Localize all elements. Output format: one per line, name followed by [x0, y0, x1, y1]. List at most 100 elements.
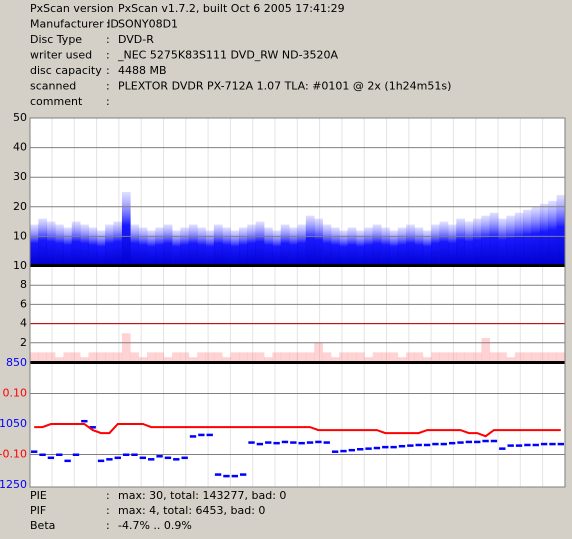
- jitter-point: [81, 419, 88, 423]
- field-value: SONY08D1: [118, 18, 178, 31]
- jitter-point: [239, 473, 247, 476]
- field-value: PLEXTOR DVDR PX-712A 1.07 TLA: #0101 @ 2…: [118, 80, 451, 93]
- y-tick-label: 850: [6, 356, 27, 369]
- bar: [314, 218, 323, 266]
- bar: [272, 230, 282, 266]
- bar: [138, 357, 148, 362]
- jitter-point: [515, 444, 523, 447]
- jitter-point: [223, 474, 230, 478]
- bar: [489, 212, 499, 266]
- bar: [222, 357, 231, 362]
- jitter-point: [97, 459, 105, 463]
- jitter-point: [131, 453, 138, 456]
- bar: [489, 352, 499, 362]
- bar: [188, 224, 198, 266]
- bar: [38, 218, 48, 266]
- bar: [414, 227, 424, 266]
- bar: [464, 221, 474, 266]
- jitter-point: [532, 443, 539, 447]
- y-tick-label: 8: [20, 278, 27, 291]
- jitter-point: [507, 444, 514, 447]
- jitter-point: [415, 443, 422, 447]
- bar: [347, 352, 357, 362]
- bar: [330, 227, 340, 266]
- summary-sep: :: [106, 504, 110, 517]
- jitter-point: [39, 453, 46, 456]
- bar: [481, 215, 491, 266]
- bar: [155, 352, 165, 362]
- bar: [147, 230, 156, 266]
- field-label: Disc Type: [30, 33, 82, 46]
- bar: [556, 352, 566, 362]
- jitter-point: [248, 441, 255, 444]
- bar: [431, 352, 440, 362]
- jitter-point: [382, 445, 389, 449]
- jitter-point: [390, 445, 397, 449]
- bar: [113, 221, 123, 266]
- bar: [548, 352, 557, 362]
- field-label: disc capacity: [30, 64, 102, 77]
- plot-frame: [29, 117, 566, 488]
- bar: [464, 352, 474, 362]
- bar: [264, 357, 273, 362]
- jitter-point: [122, 453, 130, 456]
- field-sep: :: [106, 64, 110, 77]
- bar: [180, 352, 190, 362]
- field-label: writer used: [30, 49, 92, 62]
- field-value: _NEC 5275K83S111 DVD_RW ND-3520A: [117, 49, 339, 62]
- summary-sep: :: [106, 489, 110, 502]
- bar: [473, 218, 482, 266]
- bar: [314, 342, 323, 362]
- bar: [406, 224, 415, 266]
- bar: [473, 352, 482, 362]
- y-tick-label: 20: [13, 200, 27, 213]
- bar: [322, 224, 332, 266]
- bar: [347, 227, 357, 266]
- bar: [322, 352, 332, 362]
- bar: [297, 352, 307, 362]
- jitter-point: [47, 456, 55, 460]
- bar: [272, 352, 282, 362]
- bar: [63, 352, 73, 362]
- jitter-point: [256, 442, 264, 446]
- field-sep: :: [106, 80, 110, 93]
- bar: [230, 230, 240, 266]
- jitter-point: [482, 439, 489, 443]
- bar: [289, 352, 298, 362]
- jitter-point: [106, 458, 113, 461]
- field-label: comment: [30, 95, 83, 108]
- bar: [238, 352, 248, 362]
- bar: [280, 224, 290, 266]
- bar: [96, 230, 106, 266]
- bar: [180, 227, 190, 266]
- y-tick-label: 1050: [0, 417, 27, 430]
- jitter-point: [357, 448, 364, 451]
- bar: [339, 230, 348, 266]
- field-sep: :: [106, 95, 110, 108]
- jitter-point: [298, 441, 305, 445]
- bar: [55, 357, 64, 362]
- jitter-point: [181, 456, 188, 460]
- bar: [163, 224, 173, 266]
- bar: [188, 357, 198, 362]
- jitter-point: [524, 443, 531, 447]
- jitter-point: [315, 440, 322, 444]
- bar: [71, 221, 81, 266]
- bar: [172, 352, 181, 362]
- bar: [155, 227, 165, 266]
- field-sep: :: [106, 18, 110, 31]
- jitter-point: [206, 433, 213, 437]
- bar: [255, 352, 265, 362]
- summary-value: max: 30, total: 143277, bad: 0: [118, 489, 286, 502]
- y-tick-label: 10: [13, 229, 27, 242]
- bar: [197, 227, 206, 266]
- jitter-point: [156, 455, 163, 458]
- bar: [172, 230, 181, 266]
- jitter-point: [114, 456, 121, 460]
- summary-label: PIF: [30, 504, 46, 517]
- bar: [96, 352, 106, 362]
- jitter-point: [499, 447, 506, 450]
- bar: [105, 224, 114, 266]
- bar: [414, 352, 424, 362]
